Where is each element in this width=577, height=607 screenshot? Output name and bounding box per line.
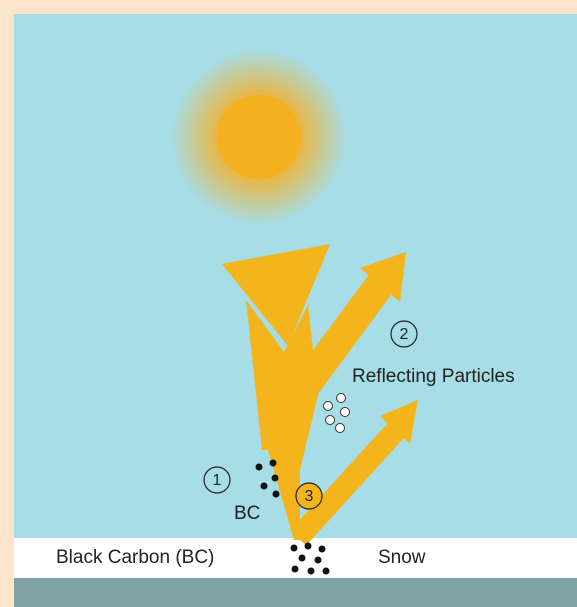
- step-number: 1: [213, 472, 222, 489]
- incoming-arrow-head: [222, 244, 330, 346]
- reflecting-particles: [323, 393, 350, 433]
- step-circle: [295, 482, 323, 510]
- reflected-beam-upper: [293, 273, 395, 394]
- bc-label: BC: [234, 503, 260, 524]
- snow-bc-particles: [290, 542, 330, 575]
- ground: [14, 578, 577, 607]
- light-arrows: [222, 244, 418, 546]
- step-number: 3: [305, 488, 314, 505]
- incoming-beam: [246, 300, 318, 540]
- bc-particles: [255, 459, 280, 498]
- step-number: 2: [400, 326, 409, 343]
- reflected-beam-lower: [289, 420, 407, 546]
- reflecting-label: Reflecting Particles: [352, 366, 515, 387]
- reflected-arrow-head-lower: [380, 400, 418, 444]
- sun: [217, 95, 301, 179]
- step-circle: [390, 320, 418, 348]
- snow-label: Snow: [378, 547, 426, 568]
- step-circle: [203, 466, 231, 494]
- black-carbon-label: Black Carbon (BC): [56, 547, 214, 568]
- reflected-arrow-head-upper: [360, 252, 406, 302]
